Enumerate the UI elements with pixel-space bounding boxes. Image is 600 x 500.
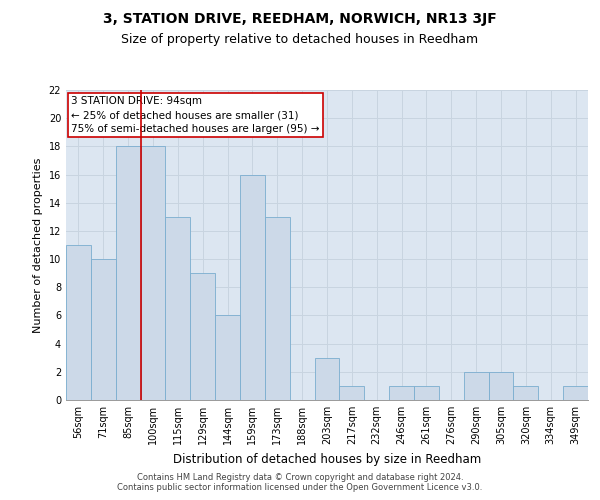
- Bar: [140, 146, 166, 400]
- Text: 3 STATION DRIVE: 94sqm
← 25% of detached houses are smaller (31)
75% of semi-det: 3 STATION DRIVE: 94sqm ← 25% of detached…: [71, 96, 320, 134]
- Bar: [488, 372, 514, 400]
- Bar: [464, 372, 488, 400]
- Bar: [116, 146, 140, 400]
- Bar: [66, 245, 91, 400]
- Bar: [166, 217, 190, 400]
- X-axis label: Distribution of detached houses by size in Reedham: Distribution of detached houses by size …: [173, 452, 481, 466]
- Bar: [389, 386, 414, 400]
- Bar: [414, 386, 439, 400]
- Bar: [563, 386, 588, 400]
- Bar: [340, 386, 364, 400]
- Y-axis label: Number of detached properties: Number of detached properties: [33, 158, 43, 332]
- Text: Size of property relative to detached houses in Reedham: Size of property relative to detached ho…: [121, 32, 479, 46]
- Text: Contains HM Land Registry data © Crown copyright and database right 2024.
Contai: Contains HM Land Registry data © Crown c…: [118, 473, 482, 492]
- Bar: [91, 259, 116, 400]
- Bar: [190, 273, 215, 400]
- Bar: [314, 358, 340, 400]
- Bar: [514, 386, 538, 400]
- Bar: [240, 174, 265, 400]
- Bar: [215, 316, 240, 400]
- Bar: [265, 217, 290, 400]
- Text: 3, STATION DRIVE, REEDHAM, NORWICH, NR13 3JF: 3, STATION DRIVE, REEDHAM, NORWICH, NR13…: [103, 12, 497, 26]
